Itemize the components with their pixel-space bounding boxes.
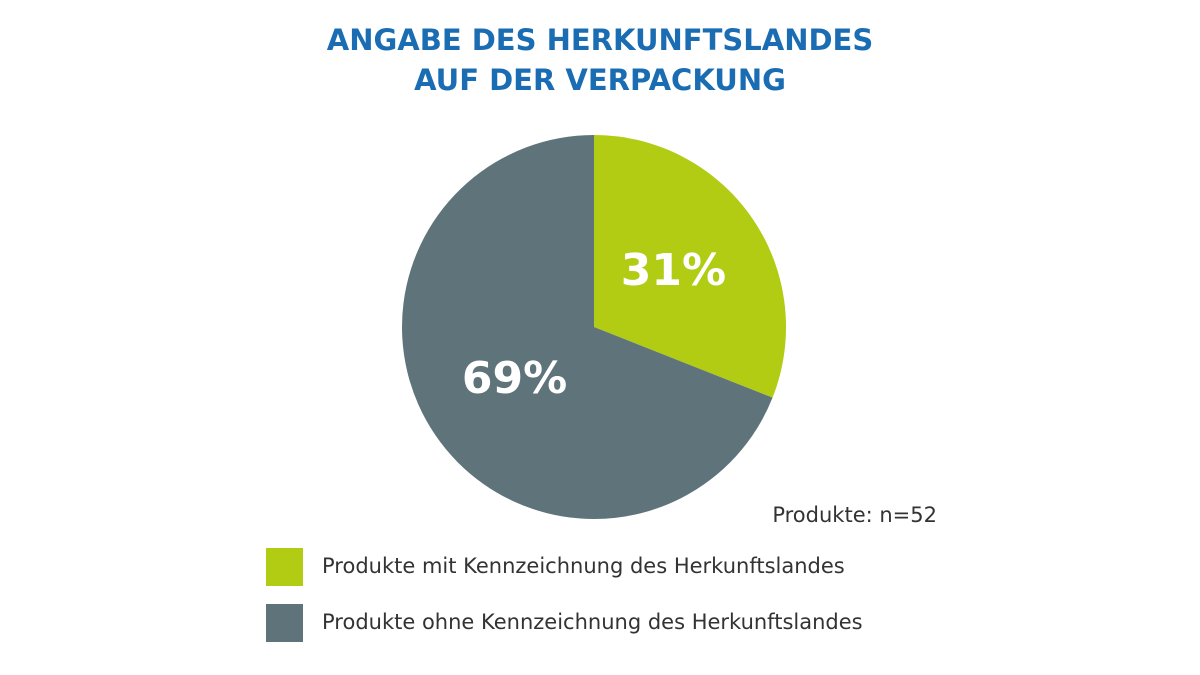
legend-label: Produkte ohne Kennzeichnung des Herkunft… <box>322 610 863 634</box>
legend-swatch <box>266 604 303 642</box>
pie-slice <box>594 135 786 398</box>
value-label: 31% <box>621 245 726 296</box>
chart-title: ANGABE DES HERKUNFTSLANDES <box>327 23 873 57</box>
annotation: Produkte: n=52 <box>772 503 937 527</box>
chart-title: AUF DER VERPACKUNG <box>414 63 786 97</box>
legend-swatch <box>266 548 303 586</box>
value-label: 69% <box>462 353 567 404</box>
pie-slice <box>402 135 773 519</box>
legend-label: Produkte mit Kennzeichnung des Herkunfts… <box>322 554 845 578</box>
